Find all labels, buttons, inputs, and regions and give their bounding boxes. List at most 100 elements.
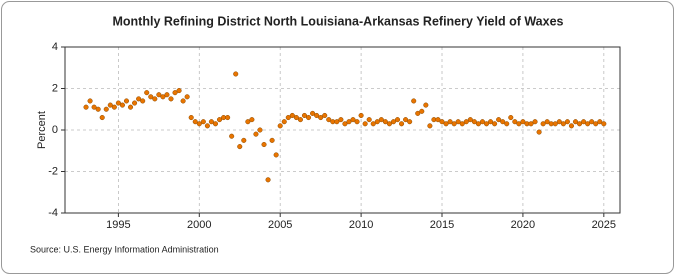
point xyxy=(172,90,178,96)
point xyxy=(107,102,113,108)
point xyxy=(196,121,202,127)
point xyxy=(601,121,607,127)
point xyxy=(564,119,570,125)
point xyxy=(572,119,579,125)
point xyxy=(297,117,303,123)
point xyxy=(552,121,558,127)
x-tick-label: 2020 xyxy=(511,219,535,231)
point xyxy=(403,117,409,123)
point xyxy=(475,121,481,127)
point xyxy=(528,121,534,127)
point xyxy=(269,137,275,143)
y-tick-label: -4 xyxy=(48,207,58,219)
point xyxy=(180,98,186,104)
point xyxy=(83,104,89,110)
point xyxy=(386,121,392,127)
point xyxy=(164,92,170,98)
point xyxy=(204,123,210,129)
point xyxy=(241,137,247,143)
point xyxy=(496,117,502,123)
point xyxy=(277,123,283,129)
point xyxy=(346,119,352,125)
point xyxy=(411,98,417,104)
point xyxy=(471,119,477,125)
point xyxy=(132,100,138,106)
chart-title: Monthly Refining District North Louisian… xyxy=(112,14,563,28)
point xyxy=(225,115,231,121)
point xyxy=(394,117,401,123)
point xyxy=(314,112,320,119)
point xyxy=(253,131,259,137)
point xyxy=(492,121,498,127)
point xyxy=(544,119,550,125)
point xyxy=(483,121,490,127)
point xyxy=(378,117,384,123)
point xyxy=(540,121,546,127)
point xyxy=(443,121,449,127)
point xyxy=(536,129,542,135)
point xyxy=(500,119,506,125)
point xyxy=(374,119,380,125)
point xyxy=(390,119,397,125)
point xyxy=(103,106,109,112)
point xyxy=(399,121,405,127)
point xyxy=(382,119,388,125)
point xyxy=(184,94,190,100)
point xyxy=(176,88,182,94)
point xyxy=(423,102,429,108)
point xyxy=(354,119,360,125)
point xyxy=(532,119,538,125)
point xyxy=(99,115,105,121)
point xyxy=(467,117,473,123)
point xyxy=(585,121,591,127)
point xyxy=(188,115,194,121)
point xyxy=(589,119,595,125)
point xyxy=(111,104,117,110)
point xyxy=(318,115,324,121)
x-tick-label: 2025 xyxy=(592,219,616,231)
point xyxy=(123,98,130,104)
point xyxy=(257,127,263,133)
point xyxy=(419,108,425,114)
point xyxy=(305,115,312,121)
point xyxy=(216,117,223,123)
point xyxy=(208,119,214,125)
point xyxy=(237,144,243,150)
point xyxy=(212,121,219,127)
point xyxy=(581,119,587,125)
point xyxy=(265,177,271,183)
point xyxy=(200,119,206,125)
point xyxy=(136,96,142,102)
point xyxy=(119,102,125,108)
point xyxy=(115,100,121,106)
point xyxy=(281,119,287,125)
point xyxy=(249,117,255,123)
point xyxy=(160,94,166,100)
point xyxy=(512,119,518,125)
point xyxy=(488,119,494,125)
point xyxy=(504,121,510,127)
point xyxy=(245,119,251,125)
x-tick-label: 2000 xyxy=(187,219,211,231)
point xyxy=(310,110,316,116)
point xyxy=(560,121,566,127)
y-axis-label: Percent xyxy=(36,111,48,149)
point xyxy=(87,98,93,104)
x-tick-label: 1995 xyxy=(106,219,130,231)
point xyxy=(95,106,101,112)
point xyxy=(366,117,372,123)
point xyxy=(463,119,469,125)
point xyxy=(415,110,421,116)
point xyxy=(451,121,457,127)
point xyxy=(447,119,453,125)
x-tick-label: 2015 xyxy=(430,219,454,231)
y-tick-label: -2 xyxy=(48,165,58,177)
point xyxy=(370,121,376,127)
point xyxy=(459,121,465,127)
point xyxy=(127,104,134,110)
point xyxy=(362,121,368,127)
point xyxy=(156,92,162,98)
point xyxy=(342,121,348,127)
point xyxy=(435,117,441,123)
